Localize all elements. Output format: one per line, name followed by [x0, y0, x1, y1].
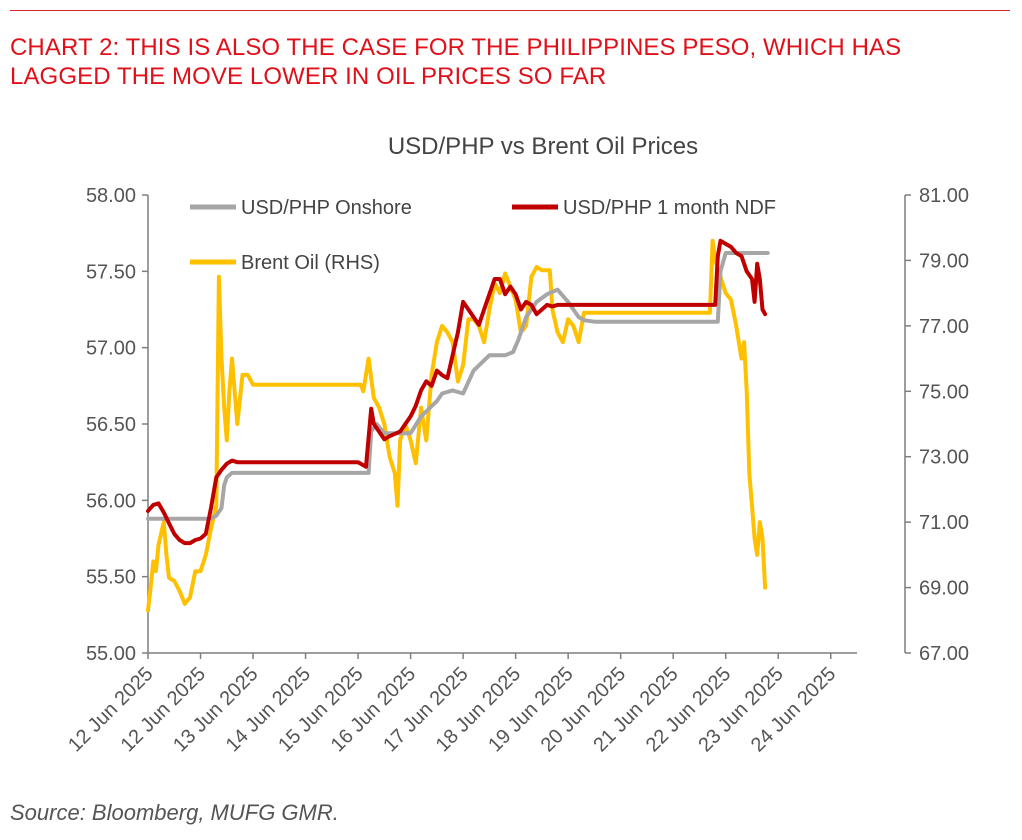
left-tick-label: 55.00	[86, 643, 136, 665]
chart-title: USD/PHP vs Brent Oil Prices	[388, 133, 698, 160]
right-tick-label: 71.00	[919, 512, 969, 534]
left-tick-label: 57.50	[86, 261, 136, 283]
chart-legend: USD/PHP Onshore USD/PHP 1 month NDF Bren…	[190, 197, 776, 274]
legend-label-onshore: USD/PHP Onshore	[241, 197, 412, 219]
left-tick-label: 58.00	[86, 185, 136, 207]
legend-label-ndf: USD/PHP 1 month NDF	[563, 197, 776, 219]
series-line-onshore	[146, 251, 770, 521]
right-tick-label: 77.00	[919, 316, 969, 338]
chart-canvas: USD/PHP vs Brent Oil Prices 55.00 55.50 56…	[64, 133, 969, 756]
right-tick-label: 69.00	[919, 578, 969, 600]
source-note: Source: Bloomberg, MUFG GMR.	[10, 800, 339, 825]
chart-headline: CHART 2: THIS IS ALSO THE CASE FOR THE P…	[10, 33, 1010, 91]
series-line-brent	[146, 238, 768, 613]
headline-line-2: LAGGED THE MOVE LOWER IN OIL PRICES SO F…	[10, 63, 607, 90]
left-tick-label: 57.00	[86, 338, 136, 360]
top-rule	[10, 10, 1010, 11]
chart-axes: 55.00 55.50 56.00 56.50 57.00 57.50 58.00 67.00…	[64, 185, 969, 756]
right-tick-label: 75.00	[919, 381, 969, 403]
right-tick-label: 67.00	[919, 643, 969, 665]
left-tick-label: 55.50	[86, 567, 136, 589]
chart-series-lines	[146, 238, 770, 613]
legend-label-brent: Brent Oil (RHS)	[241, 252, 380, 274]
left-tick-label: 56.50	[86, 414, 136, 436]
right-tick-label: 79.00	[919, 250, 969, 272]
right-tick-label: 81.00	[919, 185, 969, 207]
headline-line-1: CHART 2: THIS IS ALSO THE CASE FOR THE P…	[10, 34, 902, 61]
right-tick-label: 73.00	[919, 447, 969, 469]
series-line-ndf	[146, 238, 768, 546]
left-tick-label: 56.00	[86, 490, 136, 512]
